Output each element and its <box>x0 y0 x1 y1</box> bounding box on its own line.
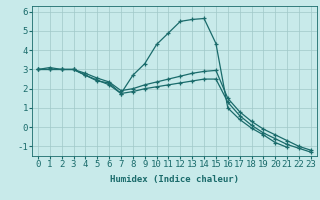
X-axis label: Humidex (Indice chaleur): Humidex (Indice chaleur) <box>110 175 239 184</box>
